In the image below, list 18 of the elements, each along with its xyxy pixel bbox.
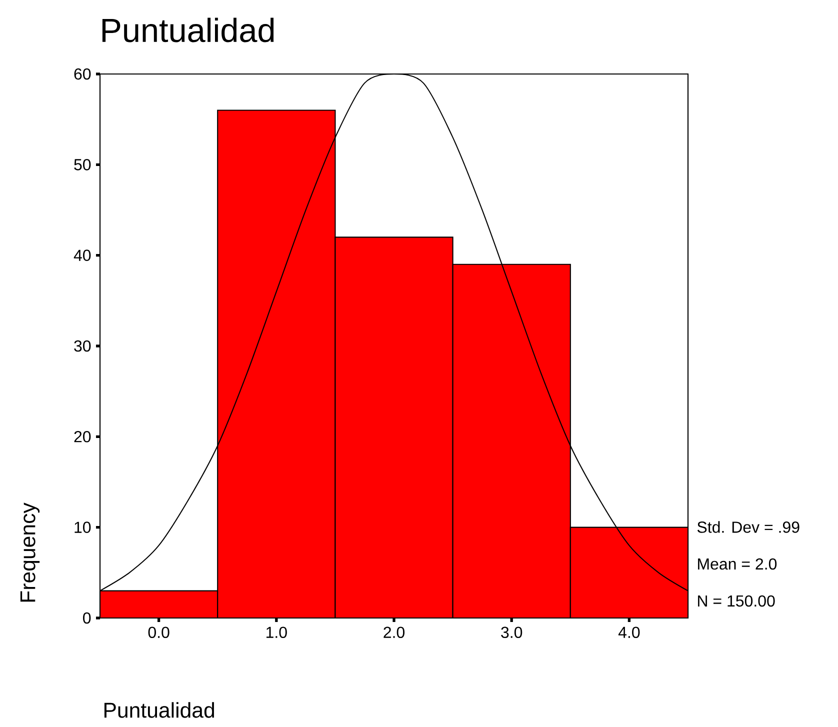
text: Std. Dev = .99	[697, 521, 800, 533]
y-tick-label: 10	[74, 522, 91, 533]
y-tick-label: 40	[74, 250, 91, 261]
x-axis-title: Puntualidad	[104, 702, 214, 718]
text: Mean = 2.0	[698, 558, 777, 570]
x-tick-label: 1.0	[266, 626, 287, 638]
y-tick-label: 30	[74, 340, 91, 352]
x-tick-label: 0.0	[148, 626, 170, 638]
y-tick-label: 0	[83, 612, 91, 624]
text: N = 150.00	[698, 595, 775, 607]
chart-title: Puntualidad	[102, 18, 274, 42]
y-tick-label: 20	[74, 430, 91, 442]
x-tick-label: 3.0	[501, 626, 522, 638]
y-axis-title: Frequency	[20, 502, 40, 602]
y-tick-label: 50	[74, 159, 91, 170]
x-tick-label: 4.0	[618, 626, 640, 638]
y-tick-label: 60	[74, 68, 91, 80]
x-tick-label: 2.0	[384, 626, 405, 638]
